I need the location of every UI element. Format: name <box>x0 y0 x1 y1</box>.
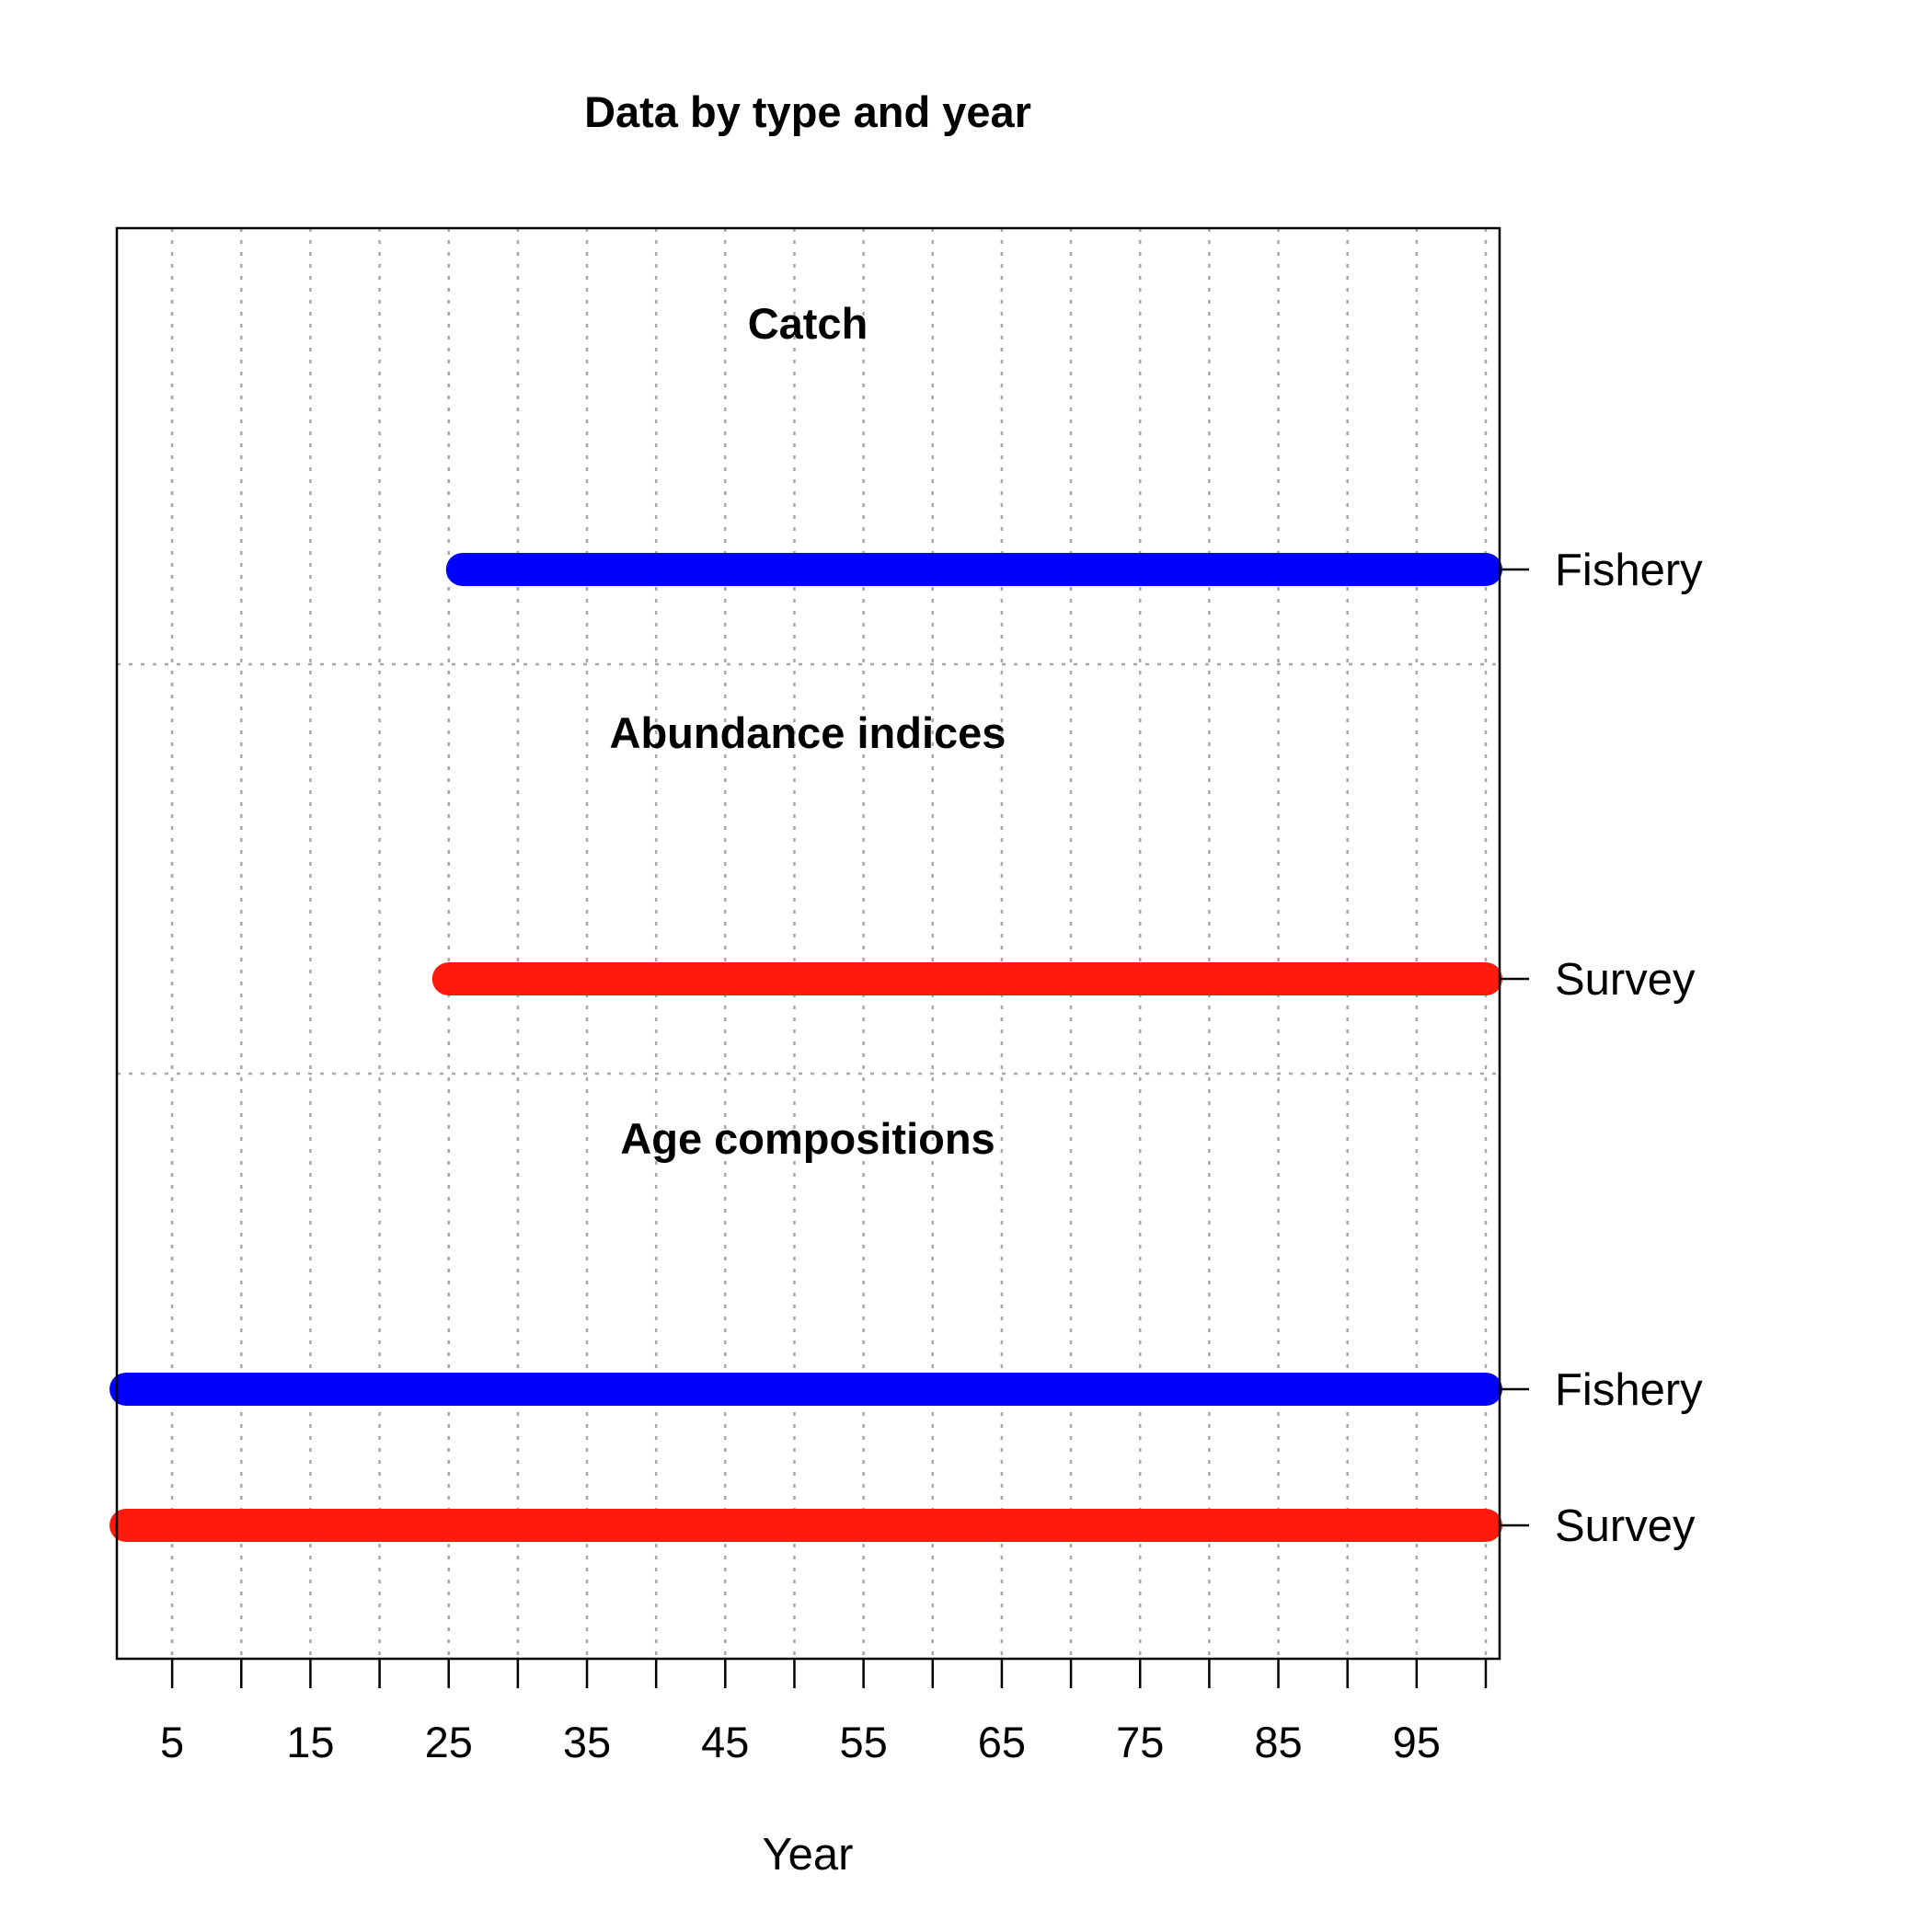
x-axis: 5 15 25 35 45 55 65 75 85 95 <box>160 1659 1488 1766</box>
x-tick-label: 55 <box>839 1718 887 1766</box>
x-tick-label: 95 <box>1393 1718 1441 1766</box>
section-label: Abundance indices <box>610 708 1006 757</box>
x-tick-label: 35 <box>563 1718 611 1766</box>
x-tick-label: 75 <box>1116 1718 1164 1766</box>
section-labels: Catch Abundance indices Age compositions <box>610 299 1006 1163</box>
section-label: Catch <box>748 299 868 348</box>
chart-title: Data by type and year <box>584 87 1031 136</box>
row-label-fishery: Fishery <box>1555 546 1703 595</box>
x-tick-label: 5 <box>160 1718 184 1766</box>
data-bars <box>109 553 1502 1542</box>
plot-frame <box>115 226 1501 1661</box>
x-tick-label: 15 <box>286 1718 334 1766</box>
x-tick-label: 45 <box>701 1718 749 1766</box>
row-label-survey: Survey <box>1555 1501 1696 1551</box>
row-label-fishery: Fishery <box>1555 1365 1703 1415</box>
x-axis-label: Year <box>762 1830 853 1880</box>
row-label-survey: Survey <box>1555 955 1696 1005</box>
x-tick-label: 25 <box>425 1718 473 1766</box>
row-labels: Fishery Survey Fishery Survey <box>1500 546 1703 1551</box>
x-tick-label: 65 <box>978 1718 1026 1766</box>
x-tick-label: 85 <box>1254 1718 1302 1766</box>
section-label: Age compositions <box>620 1114 995 1163</box>
grid-lines <box>117 228 1500 1659</box>
